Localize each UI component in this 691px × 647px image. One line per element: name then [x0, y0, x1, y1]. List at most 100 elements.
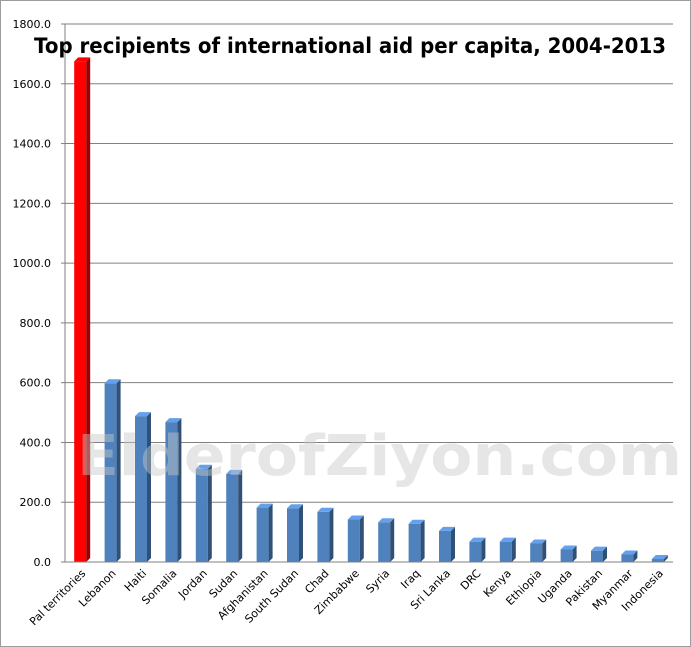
bar-front	[135, 416, 147, 562]
bar-haiti	[135, 412, 151, 562]
bar-top	[287, 504, 303, 509]
bar-front	[165, 422, 178, 562]
bar-front	[256, 507, 269, 562]
bar-top	[347, 515, 364, 520]
bar-syria	[378, 518, 395, 562]
bar-side	[633, 550, 638, 562]
bar-front	[347, 519, 360, 562]
bar-side	[542, 539, 547, 562]
bar-side	[299, 504, 303, 562]
y-tick-label: 200.0	[20, 496, 52, 509]
bar-front	[560, 549, 573, 562]
bar-top	[165, 418, 182, 423]
bar-top	[195, 464, 212, 469]
bar-front	[621, 554, 634, 562]
bar-top	[530, 539, 547, 544]
bar-side	[329, 507, 334, 562]
bar-front	[469, 541, 482, 562]
category-label: Syria	[363, 567, 392, 596]
category-label: Jordan	[175, 567, 210, 602]
watermark-text: ElderofZiyon.com	[77, 424, 682, 489]
bar-jordan	[195, 464, 212, 562]
bar-side	[511, 537, 516, 562]
chart-title: Top recipients of international aid per …	[34, 34, 666, 58]
bar-top	[104, 379, 121, 384]
bar-side	[116, 379, 121, 562]
bar-south-sudan	[287, 504, 303, 562]
bar-top	[378, 518, 395, 523]
bar-top	[469, 537, 486, 542]
category-label: Haiti	[122, 567, 149, 594]
bar-side	[603, 546, 607, 562]
bar-top	[226, 469, 243, 474]
category-label: DRC	[458, 567, 484, 593]
bar-side	[451, 526, 455, 562]
bar-kenya	[499, 537, 516, 562]
bar-top	[256, 503, 273, 508]
bar-front	[74, 61, 87, 562]
bar-front	[195, 468, 208, 562]
y-tick-label: 1600.0	[13, 78, 52, 91]
bar-front	[499, 541, 512, 562]
bar-side	[481, 537, 486, 562]
y-tick-label: 600.0	[20, 377, 52, 390]
bar-front	[651, 559, 664, 562]
bar-pakistan	[591, 546, 607, 562]
y-tick-label: 800.0	[20, 317, 52, 330]
bar-front	[226, 473, 239, 562]
bar-sri-lanka	[439, 526, 455, 562]
bar-front	[287, 508, 299, 562]
category-label: South Sudan	[242, 567, 301, 626]
bar-myanmar	[621, 550, 638, 562]
y-tick-label: 1800.0	[13, 18, 52, 31]
y-tick-label: 400.0	[20, 436, 52, 449]
bar-side	[177, 418, 182, 562]
bar-front	[439, 530, 451, 562]
bar-side	[268, 503, 273, 562]
y-tick-label: 1000.0	[13, 257, 52, 270]
bar-side	[207, 464, 212, 562]
bar-top	[651, 555, 668, 560]
bar-iraq	[408, 519, 425, 562]
bar-chad	[317, 507, 334, 562]
bar-somalia	[165, 418, 182, 562]
bar-top	[317, 507, 334, 512]
bar-front	[378, 522, 391, 562]
bar-top	[591, 546, 607, 551]
bar-front	[104, 383, 117, 562]
bar-lebanon	[104, 379, 121, 562]
bar-side	[359, 515, 364, 562]
bar-top	[560, 545, 577, 550]
y-tick-label: 1200.0	[13, 197, 52, 210]
y-tick-label: 1400.0	[13, 138, 52, 151]
bar-zimbabwe	[347, 515, 364, 562]
bar-top	[408, 519, 425, 524]
bar-front	[408, 523, 421, 562]
category-label: Iraq	[398, 567, 422, 591]
bar-uganda	[560, 545, 577, 562]
bar-side	[572, 545, 577, 562]
bar-indonesia	[651, 555, 668, 562]
bar-pal-territories	[74, 57, 91, 562]
bar-side	[147, 412, 151, 562]
bars	[65, 57, 673, 563]
bar-side	[390, 518, 395, 562]
bar-top	[135, 412, 151, 417]
bar-drc	[469, 537, 486, 562]
bar-front	[317, 511, 330, 562]
y-tick-label: 0.0	[34, 556, 52, 569]
bar-side	[420, 519, 425, 562]
bar-side	[663, 555, 668, 562]
bar-front	[591, 550, 603, 562]
bar-ethiopia	[530, 539, 547, 562]
bar-side	[238, 469, 243, 562]
bar-afghanistan	[256, 503, 273, 562]
bar-side	[86, 57, 91, 562]
bar-top	[74, 57, 91, 62]
y-tick-labels: 0.0 200.0 400.0 600.0 800.0 1000.0 1200.0 1400.…	[13, 18, 52, 569]
bar-front	[530, 543, 543, 562]
bar-top	[499, 537, 516, 542]
